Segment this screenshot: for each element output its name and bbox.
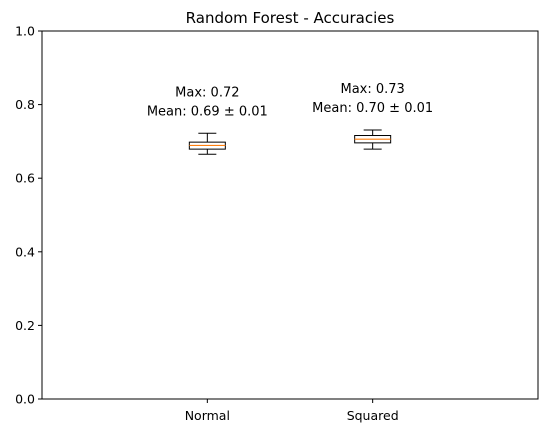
chart-title: Random Forest - Accuracies: [186, 9, 395, 27]
y-tick-label: 0.4: [15, 244, 35, 259]
box-normal: [188, 132, 226, 155]
y-tick-label: 1.0: [15, 24, 35, 39]
plot-area: [41, 30, 539, 400]
y-tick-label: 0.2: [15, 318, 35, 333]
box-series: [188, 129, 392, 155]
y-axis: 0.0 0.2 0.4 0.6 0.8 1.0: [15, 24, 42, 407]
x-axis: Normal Squared: [185, 399, 399, 423]
annotation-max: Max: 0.72: [175, 85, 239, 100]
y-tick-label: 0.6: [15, 171, 35, 186]
annotation-mean: Mean: 0.70 ± 0.01: [312, 101, 433, 116]
x-tick-label: Squared: [347, 408, 399, 423]
y-tick-label: 0.0: [15, 392, 35, 407]
annotation-max: Max: 0.73: [340, 82, 404, 97]
y-tick-label: 0.8: [15, 97, 35, 112]
x-tick-label: Normal: [185, 408, 230, 423]
box-squared: [354, 129, 392, 150]
annotation-mean: Mean: 0.69 ± 0.01: [147, 104, 268, 119]
annotations: Max: 0.72 Mean: 0.69 ± 0.01 Max: 0.73 Mean:…: [147, 82, 433, 119]
